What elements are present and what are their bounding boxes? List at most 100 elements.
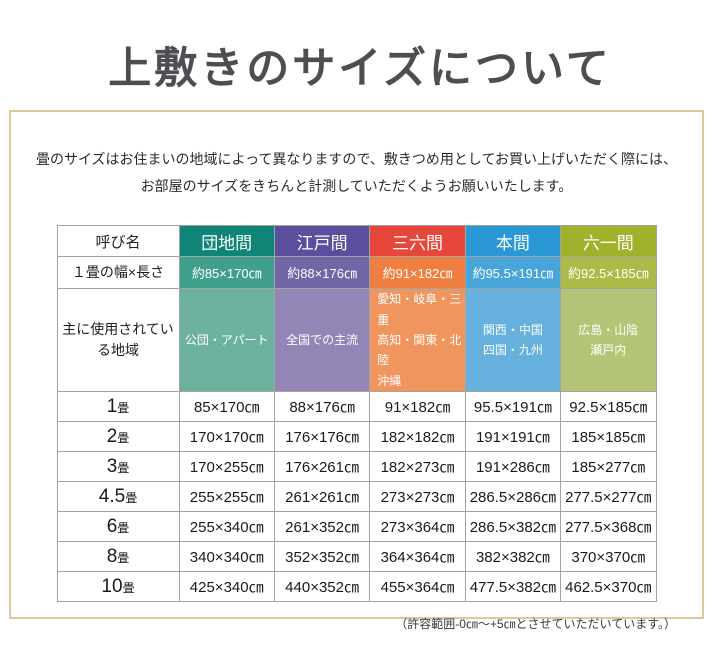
mat-count-cell: 10畳	[56, 571, 180, 603]
mat-count-cell: 1畳	[56, 391, 180, 423]
table-row: 6畳 255×340㎝ 261×352㎝ 273×364㎝ 286.5×382㎝ 277.…	[56, 511, 657, 543]
mat-count-cell: 3畳	[56, 451, 180, 483]
size-value-cell: 95.5×191㎝	[464, 391, 562, 423]
region-line: 関西・中国	[482, 322, 543, 337]
region-line: 瀬戸内	[590, 343, 627, 358]
table-row: 2畳 170×170㎝ 176×176㎝ 182×182㎝ 191×191㎝ 185×18…	[56, 421, 657, 453]
column-header-cell: 六一間	[560, 225, 657, 258]
mat-count-value: 6	[106, 515, 118, 537]
mat-count-cell: 2畳	[56, 421, 180, 453]
region-line: 高知・関東・北陸	[377, 332, 462, 368]
size-value-cell: 277.5×277㎝	[560, 481, 657, 513]
one-mat-size-cell: 約88×176㎝	[273, 256, 371, 290]
table-header-row: 呼び名 団地間 江戸間 三六間 本間 六一間	[56, 225, 657, 258]
region-cell: 愛知・岐阜・三重 高知・関東・北陸 沖縄	[369, 288, 466, 393]
intro-line-2: お部屋のサイズをきちんと計測していただくようお願いいたします。	[140, 177, 573, 194]
size-value-cell: 185×277㎝	[560, 451, 657, 483]
size-value-cell: 286.5×286㎝	[464, 481, 562, 513]
size-value-cell: 85×170㎝	[178, 391, 275, 423]
size-value-cell: 191×286㎝	[464, 451, 562, 483]
size-value-cell: 255×255㎝	[178, 481, 275, 513]
size-value-cell: 455×364㎝	[369, 571, 466, 603]
size-value-cell: 273×273㎝	[369, 481, 466, 513]
mat-count-unit: 畳	[117, 460, 130, 475]
mat-count-cell: 4.5畳	[56, 481, 180, 513]
size-value-cell: 440×352㎝	[273, 571, 371, 603]
size-value-cell: 170×255㎝	[178, 451, 275, 483]
size-value-cell: 477.5×382㎝	[464, 571, 562, 603]
one-mat-size-cell: 約91×182㎝	[369, 256, 466, 290]
size-table-container: 呼び名 団地間 江戸間 三六間 本間 六一間 １畳の幅×長さ 約85×170㎝ 約88×176㎝…	[11, 225, 702, 603]
mat-count-unit: 畳	[117, 400, 130, 415]
mat-count-unit: 畳	[122, 580, 135, 595]
size-value-cell: 352×352㎝	[273, 541, 371, 573]
size-value-cell: 182×273㎝	[369, 451, 466, 483]
size-value-cell: 191×191㎝	[464, 421, 562, 453]
region-cell: 関西・中国四国・九州	[464, 288, 562, 393]
region-line: 広島・山陰	[578, 322, 639, 337]
size-value-cell: 340×340㎝	[178, 541, 275, 573]
size-value-cell: 277.5×368㎝	[560, 511, 657, 543]
size-value-cell: 261×352㎝	[273, 511, 371, 543]
table-row: 8畳 340×340㎝ 352×352㎝ 364×364㎝ 382×382㎝ 370×37…	[56, 541, 657, 573]
size-value-cell: 92.5×185㎝	[560, 391, 657, 423]
size-value-cell: 261×261㎝	[273, 481, 371, 513]
page-title: 上敷きのサイズについて	[108, 46, 612, 93]
tatami-size-table: 呼び名 団地間 江戸間 三六間 本間 六一間 １畳の幅×長さ 約85×170㎝ 約88×176㎝…	[56, 225, 657, 603]
size-value-cell: 425×340㎝	[178, 571, 275, 603]
corner-header-cell: 呼び名	[56, 225, 180, 258]
mat-count-value: 10	[101, 575, 123, 597]
region-line: 全国での主流	[286, 332, 359, 347]
table-row: 3畳 170×255㎝ 176×261㎝ 182×273㎝ 191×286㎝ 185×27…	[56, 451, 657, 483]
region-line: 公団・アパート	[184, 332, 269, 347]
size-value-cell: 286.5×382㎝	[464, 511, 562, 543]
mat-count-unit: 畳	[117, 430, 130, 445]
region-line: 四国・九州	[482, 343, 543, 358]
size-value-cell: 273×364㎝	[369, 511, 466, 543]
mat-count-value: 1	[106, 395, 118, 417]
size-value-cell: 88×176㎝	[273, 391, 371, 423]
intro-text: 畳のサイズはお住まいの地域によって異なりますので、敷きつめ用としてお買い上げいた…	[11, 146, 702, 199]
region-cell: 全国での主流	[273, 288, 371, 393]
size-value-cell: 182×182㎝	[369, 421, 466, 453]
table-row: 4.5畳 255×255㎝ 261×261㎝ 273×273㎝ 286.5×286㎝ 27…	[56, 481, 657, 513]
size-value-cell: 170×170㎝	[178, 421, 275, 453]
mat-count-value: 2	[106, 425, 118, 447]
mat-count-value: 3	[106, 455, 118, 477]
region-cell: 公団・アパート	[178, 288, 275, 393]
size-value-cell: 91×182㎝	[369, 391, 466, 423]
column-header-cell: 本間	[464, 225, 562, 258]
size-value-cell: 462.5×370㎝	[560, 571, 657, 603]
column-header-cell: 江戸間	[273, 225, 371, 258]
region-cell: 広島・山陰 瀬戸内	[560, 288, 657, 393]
footnote: （許容範囲-0㎝〜+5㎝とさせていただいています。）	[395, 617, 676, 632]
region-label-cell: 主に使用されている地域	[56, 288, 180, 393]
one-mat-size-cell: 約85×170㎝	[178, 256, 275, 290]
mat-count-cell: 8畳	[56, 541, 180, 573]
table-row: 1畳 85×170㎝ 88×176㎝ 91×182㎝ 95.5×191㎝ 92.5×185…	[56, 391, 657, 423]
size-value-cell: 364×364㎝	[369, 541, 466, 573]
size-value-cell: 176×261㎝	[273, 451, 371, 483]
one-mat-size-cell: 約92.5×185㎝	[560, 256, 657, 290]
intro-line-1: 畳のサイズはお住まいの地域によって異なりますので、敷きつめ用としてお買い上げいた…	[35, 151, 678, 167]
mat-count-value: 4.5	[98, 485, 126, 507]
one-mat-size-row: １畳の幅×長さ 約85×170㎝ 約88×176㎝ 約91×182㎝ 約95.5×191…	[56, 256, 657, 290]
size-value-cell: 255×340㎝	[178, 511, 275, 543]
column-header-cell: 三六間	[369, 225, 466, 258]
mat-count-value: 8	[106, 545, 118, 567]
mat-count-unit: 畳	[125, 490, 138, 505]
size-value-cell: 176×176㎝	[273, 421, 371, 453]
size-value-cell: 382×382㎝	[464, 541, 562, 573]
mat-count-cell: 6畳	[56, 511, 180, 543]
table-row: 10畳 425×340㎝ 440×352㎝ 455×364㎝ 477.5×382㎝ 462…	[56, 571, 657, 603]
mat-count-unit: 畳	[117, 550, 130, 565]
size-value-cell: 185×185㎝	[560, 421, 657, 453]
region-line: 沖縄	[377, 373, 402, 388]
column-header-cell: 団地間	[178, 225, 275, 258]
size-value-cell: 370×370㎝	[560, 541, 657, 573]
one-mat-size-label-cell: １畳の幅×長さ	[56, 256, 180, 290]
region-row: 主に使用されている地域 公団・アパート 全国での主流 愛知・岐阜・三重 高知・関東・北陸…	[56, 288, 657, 393]
mat-count-unit: 畳	[117, 520, 130, 535]
one-mat-size-cell: 約95.5×191㎝	[464, 256, 562, 290]
